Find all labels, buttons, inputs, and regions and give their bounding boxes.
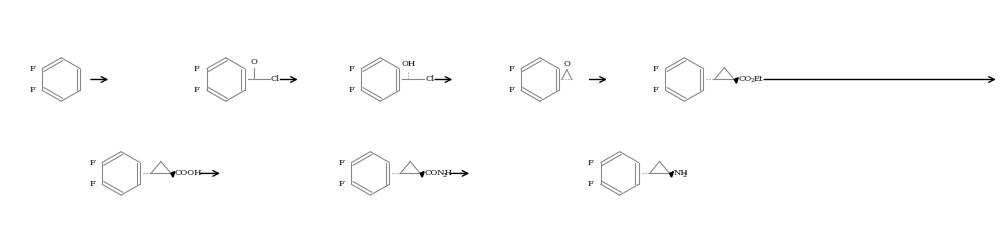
Text: O: O: [250, 58, 257, 66]
Text: NH: NH: [674, 169, 688, 177]
Text: COOH: COOH: [175, 169, 202, 177]
Text: Et: Et: [753, 74, 763, 82]
Text: 2: 2: [750, 78, 754, 83]
Polygon shape: [670, 172, 673, 177]
Text: F: F: [29, 86, 35, 94]
Polygon shape: [420, 172, 424, 177]
Text: F: F: [29, 65, 35, 73]
Text: 2: 2: [443, 173, 447, 178]
Text: F: F: [194, 86, 200, 94]
Text: Cl: Cl: [271, 74, 280, 82]
Text: F: F: [89, 180, 95, 188]
Polygon shape: [734, 78, 738, 83]
Polygon shape: [171, 172, 175, 177]
Text: F: F: [588, 159, 594, 167]
Text: F: F: [588, 180, 594, 188]
Text: O: O: [563, 60, 570, 68]
Text: F: F: [339, 180, 344, 188]
Text: F: F: [339, 159, 344, 167]
Text: CO: CO: [738, 74, 752, 82]
Text: F: F: [349, 86, 354, 94]
Text: OH: OH: [401, 60, 415, 68]
Text: F: F: [508, 86, 514, 94]
Text: F: F: [508, 65, 514, 73]
Text: 2: 2: [683, 173, 687, 178]
Text: F: F: [349, 65, 354, 73]
Text: CONH: CONH: [424, 169, 452, 177]
Text: F: F: [653, 65, 659, 73]
Text: F: F: [89, 159, 95, 167]
Text: F: F: [653, 86, 659, 94]
Text: F: F: [194, 65, 200, 73]
Text: Cl: Cl: [425, 74, 434, 82]
